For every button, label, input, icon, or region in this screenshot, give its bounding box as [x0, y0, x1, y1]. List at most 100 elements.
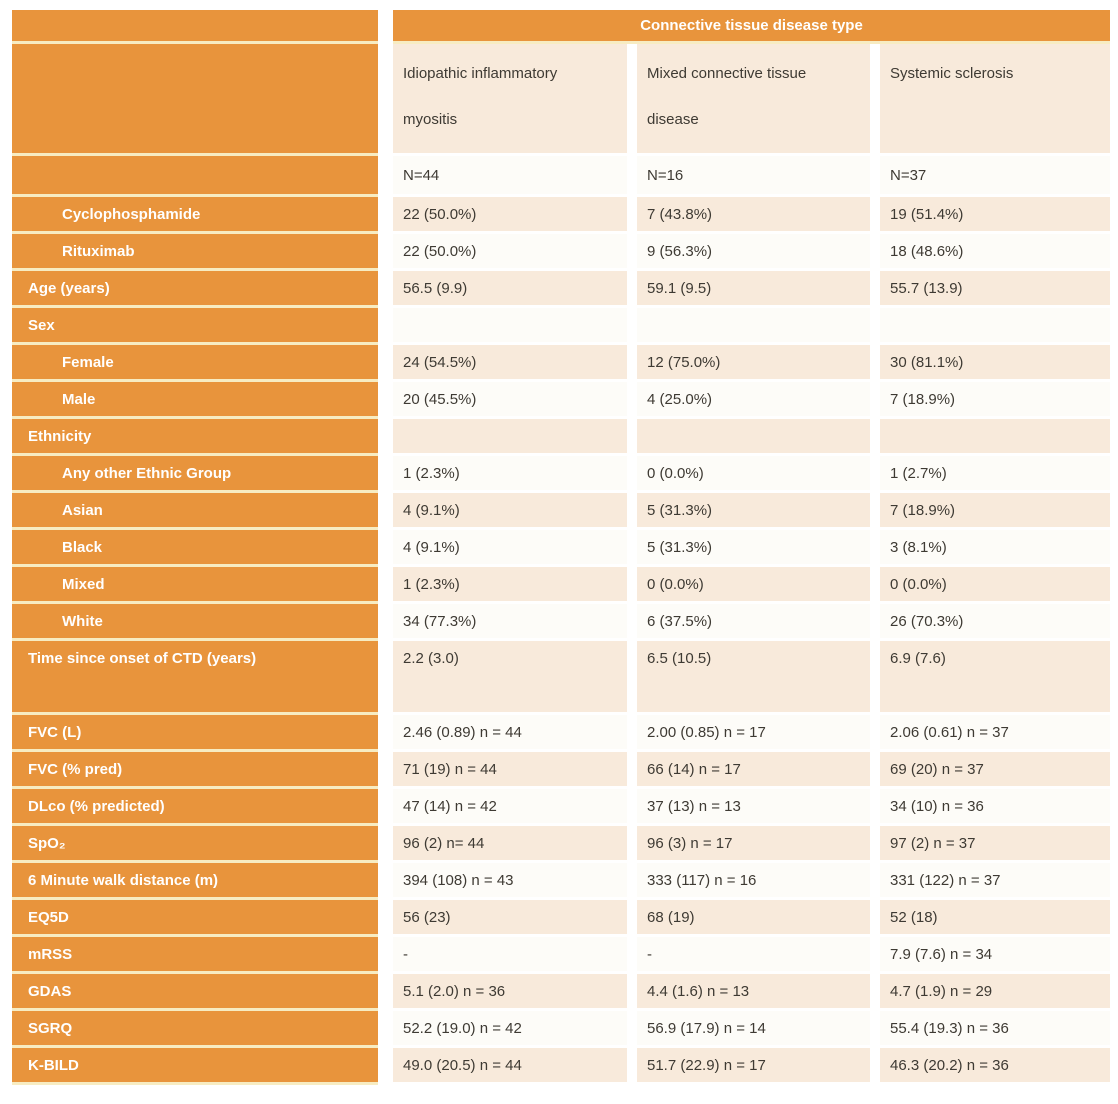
cell-value: 4 (25.0%)	[637, 382, 870, 419]
cell-value: 68 (19)	[637, 900, 870, 937]
row-label: 6 Minute walk distance (m)	[12, 863, 378, 900]
cell-value: 7.9 (7.6) n = 34	[880, 937, 1110, 974]
baseline-characteristics-table: Connective tissue disease type Idiopathi…	[12, 10, 1110, 1085]
cell-value: 55.7 (13.9)	[880, 271, 1110, 308]
table-row: GDAS 5.1 (2.0) n = 36 4.4 (1.6) n = 13 4…	[12, 974, 1110, 1011]
cell-value	[637, 308, 870, 345]
cell-value: 96 (2) n= 44	[393, 826, 627, 863]
table-row: Sex	[12, 308, 1110, 345]
row-label: Age (years)	[12, 271, 378, 308]
table-body: Cyclophosphamide 22 (50.0%) 7 (43.8%) 19…	[12, 197, 1110, 1085]
cell-value: 2.2 (3.0)	[393, 641, 627, 715]
cell-value: 52 (18)	[880, 900, 1110, 937]
cell-value: 56 (23)	[393, 900, 627, 937]
cell-value: 7 (43.8%)	[637, 197, 870, 234]
cell-value: 2.00 (0.85) n = 17	[637, 715, 870, 752]
cell-value	[637, 419, 870, 456]
cell-value	[880, 308, 1110, 345]
cell-value: N=37	[880, 156, 1110, 197]
table-row: EQ5D 56 (23) 68 (19) 52 (18)	[12, 900, 1110, 937]
table-row: mRSS - - 7.9 (7.6) n = 34	[12, 937, 1110, 974]
row-label: mRSS	[12, 937, 378, 974]
row-label: Sex	[12, 308, 378, 345]
cell-value: 30 (81.1%)	[880, 345, 1110, 382]
cell-value: 333 (117) n = 16	[637, 863, 870, 900]
table-title: Connective tissue disease type	[393, 10, 1110, 44]
cell-value: 5 (31.3%)	[637, 530, 870, 567]
table-row: Rituximab 22 (50.0%) 9 (56.3%) 18 (48.6%…	[12, 234, 1110, 271]
cell-value: 331 (122) n = 37	[880, 863, 1110, 900]
cell-value: 59.1 (9.5)	[637, 271, 870, 308]
cell-value: N=44	[393, 156, 627, 197]
cell-value: -	[393, 937, 627, 974]
cell-value: 2.06 (0.61) n = 37	[880, 715, 1110, 752]
table-row: Cyclophosphamide 22 (50.0%) 7 (43.8%) 19…	[12, 197, 1110, 234]
row-label: Any other Ethnic Group	[12, 456, 378, 493]
row-label	[12, 156, 378, 197]
cell-value	[393, 308, 627, 345]
table-row: White 34 (77.3%) 6 (37.5%) 26 (70.3%)	[12, 604, 1110, 641]
cell-value: 97 (2) n = 37	[880, 826, 1110, 863]
cell-value: 71 (19) n = 44	[393, 752, 627, 789]
row-label: SpO₂	[12, 826, 378, 863]
row-label: K-BILD	[12, 1048, 378, 1085]
row-label: Mixed	[12, 567, 378, 604]
table-row: SpO₂ 96 (2) n= 44 96 (3) n = 17 97 (2) n…	[12, 826, 1110, 863]
row-label: Time since onset of CTD (years)	[12, 641, 378, 715]
cell-value: 0 (0.0%)	[637, 567, 870, 604]
row-label: FVC (L)	[12, 715, 378, 752]
table-row: K-BILD 49.0 (20.5) n = 44 51.7 (22.9) n …	[12, 1048, 1110, 1085]
table-row: Asian 4 (9.1%) 5 (31.3%) 7 (18.9%)	[12, 493, 1110, 530]
cell-value: 34 (77.3%)	[393, 604, 627, 641]
cell-value: 4.7 (1.9) n = 29	[880, 974, 1110, 1011]
table-row: Ethnicity	[12, 419, 1110, 456]
table-row: Time since onset of CTD (years) 2.2 (3.0…	[12, 641, 1110, 715]
column-header-empty-cell	[12, 44, 378, 156]
row-label: Male	[12, 382, 378, 419]
table-row: Any other Ethnic Group 1 (2.3%) 0 (0.0%)…	[12, 456, 1110, 493]
cell-value: 49.0 (20.5) n = 44	[393, 1048, 627, 1085]
cell-value: 22 (50.0%)	[393, 234, 627, 271]
row-label: Female	[12, 345, 378, 382]
cell-value: 0 (0.0%)	[880, 567, 1110, 604]
cell-value: 2.46 (0.89) n = 44	[393, 715, 627, 752]
cell-value: -	[637, 937, 870, 974]
cell-value: 96 (3) n = 17	[637, 826, 870, 863]
cell-value: 5.1 (2.0) n = 36	[393, 974, 627, 1011]
cell-value: 1 (2.7%)	[880, 456, 1110, 493]
table-row: FVC (L) 2.46 (0.89) n = 44 2.00 (0.85) n…	[12, 715, 1110, 752]
cell-value: 24 (54.5%)	[393, 345, 627, 382]
table-row: Age (years) 56.5 (9.9) 59.1 (9.5) 55.7 (…	[12, 271, 1110, 308]
row-label: Asian	[12, 493, 378, 530]
cell-value: 37 (13) n = 13	[637, 789, 870, 826]
cell-value: 26 (70.3%)	[880, 604, 1110, 641]
cell-value: 20 (45.5%)	[393, 382, 627, 419]
cell-value: 69 (20) n = 37	[880, 752, 1110, 789]
cell-value: 55.4 (19.3) n = 36	[880, 1011, 1110, 1048]
table-row: DLco (% predicted) 47 (14) n = 42 37 (13…	[12, 789, 1110, 826]
column-header-ssc: Systemic sclerosis	[880, 44, 1110, 156]
header-empty-cell	[12, 10, 378, 44]
row-label: GDAS	[12, 974, 378, 1011]
cell-value: 19 (51.4%)	[880, 197, 1110, 234]
cell-value: 52.2 (19.0) n = 42	[393, 1011, 627, 1048]
table-row: Mixed 1 (2.3%) 0 (0.0%) 0 (0.0%)	[12, 567, 1110, 604]
table-header-row: Connective tissue disease type	[12, 10, 1110, 44]
cell-value: 4 (9.1%)	[393, 530, 627, 567]
row-label: Ethnicity	[12, 419, 378, 456]
row-label: Rituximab	[12, 234, 378, 271]
table-row: Female 24 (54.5%) 12 (75.0%) 30 (81.1%)	[12, 345, 1110, 382]
cell-value	[393, 419, 627, 456]
cell-value: 9 (56.3%)	[637, 234, 870, 271]
column-header-mctd: Mixed connective tissue disease	[637, 44, 870, 156]
cell-value: 18 (48.6%)	[880, 234, 1110, 271]
cell-value: 12 (75.0%)	[637, 345, 870, 382]
table-row: SGRQ 52.2 (19.0) n = 42 56.9 (17.9) n = …	[12, 1011, 1110, 1048]
cell-value: 7 (18.9%)	[880, 382, 1110, 419]
table-row: 6 Minute walk distance (m) 394 (108) n =…	[12, 863, 1110, 900]
column-header-iim: Idiopathic inflammatory myositis	[393, 44, 627, 156]
sample-size-row: N=44 N=16 N=37	[12, 156, 1110, 197]
cell-value: 34 (10) n = 36	[880, 789, 1110, 826]
table-row: FVC (% pred) 71 (19) n = 44 66 (14) n = …	[12, 752, 1110, 789]
row-label: Black	[12, 530, 378, 567]
